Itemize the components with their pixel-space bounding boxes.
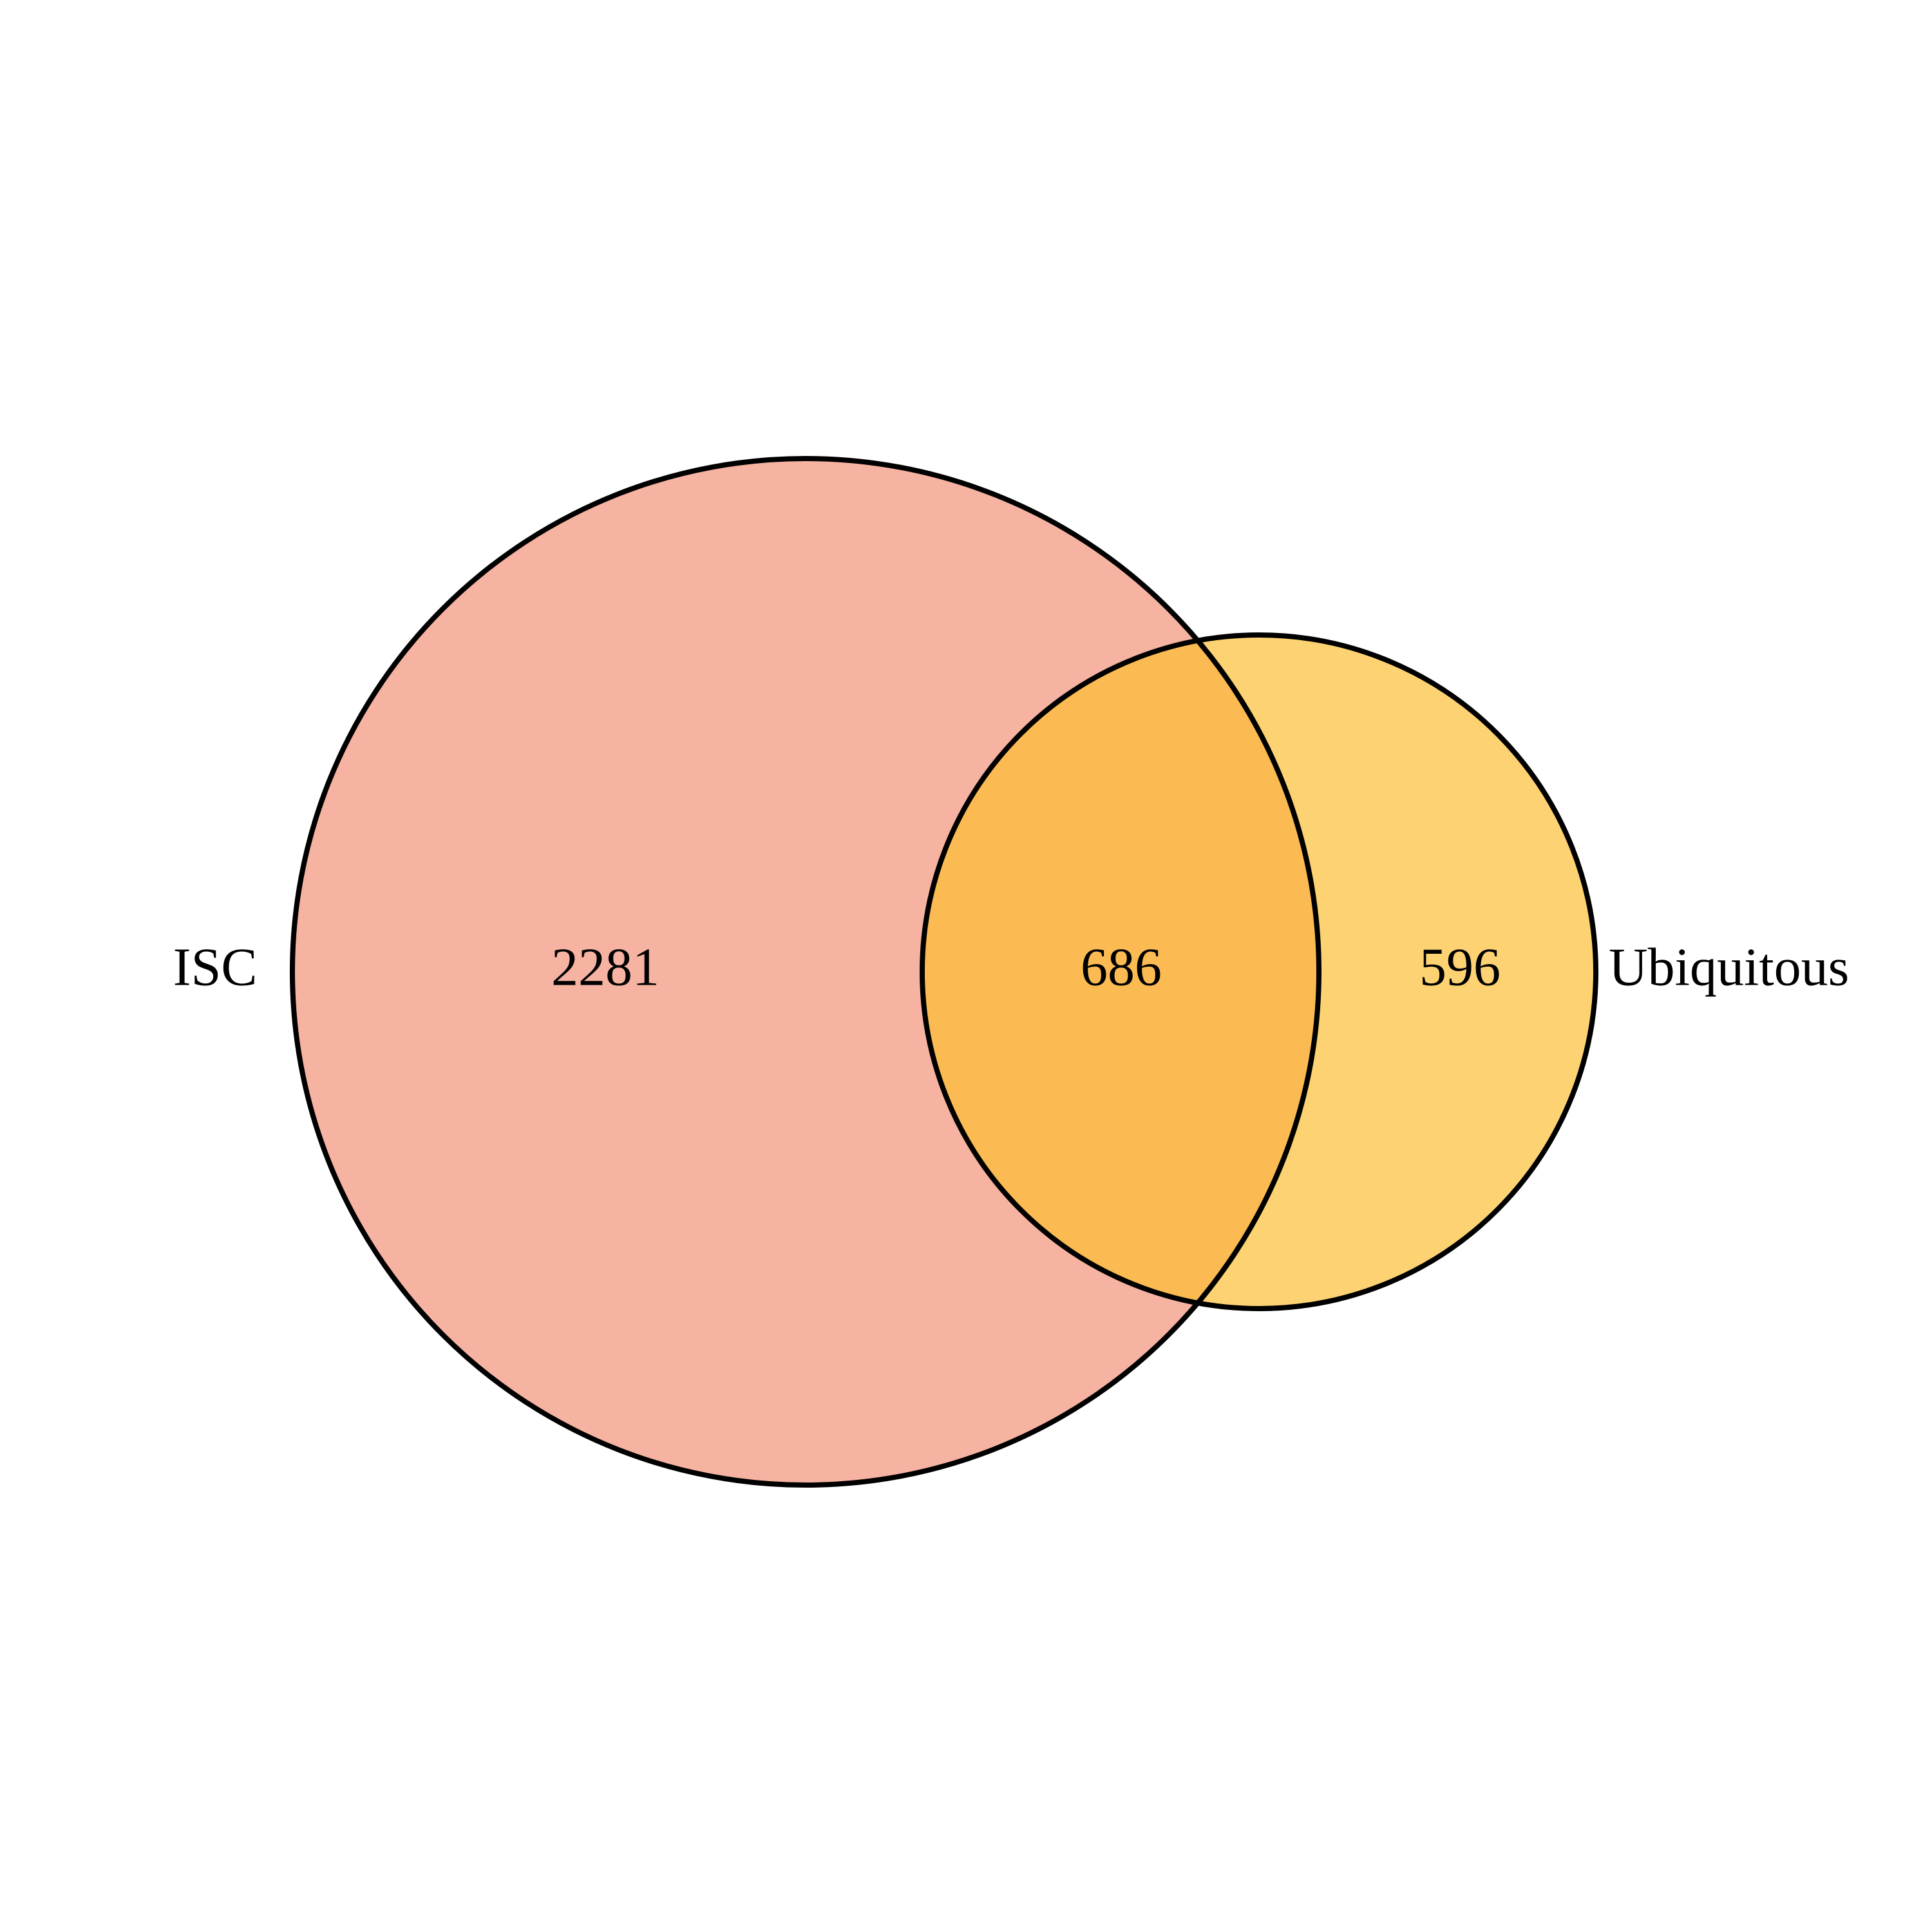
ubiquitous-only-count: 596: [1419, 937, 1501, 997]
intersection-count: 686: [1081, 937, 1162, 997]
ubiquitous-set-label: Ubiquitous: [1609, 937, 1849, 997]
intersection-region: [922, 635, 1319, 1309]
ubiquitous-set-outline: [920, 632, 1598, 1311]
isc-set-outline: [290, 456, 1321, 1488]
isc-set-label: ISC: [173, 937, 258, 997]
isc-only-count: 2281: [551, 937, 659, 997]
